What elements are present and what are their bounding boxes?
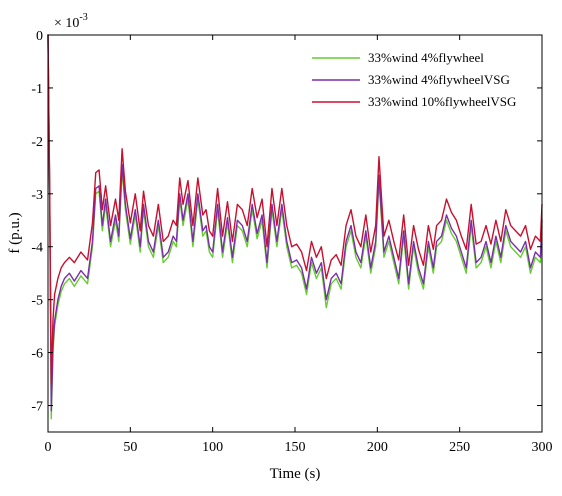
legend: 33%wind 4%flywheel 33%wind 4%flywheelVSG… (306, 42, 536, 116)
x-tick-label: 50 (123, 440, 137, 455)
series-line-2 (47, 34, 543, 412)
y-tick-label: -4 (31, 241, 43, 256)
series-line-3 (47, 34, 543, 386)
legend-entry-1: 33%wind 4%flywheel (312, 50, 484, 65)
y-axis-label: f (p.u.) (7, 212, 23, 253)
legend-entry-3: 33%wind 10%flywheelVSG (312, 94, 516, 109)
series-layer (47, 34, 543, 420)
y-tick-label: -3 (31, 188, 43, 203)
legend-text-2: 33%wind 4%flywheelVSG (368, 72, 510, 87)
y-axis: 0 -1 -2 -3 -4 -5 -6 -7 (31, 29, 542, 415)
y-tick-label: -7 (31, 400, 43, 415)
x-tick-label: 300 (532, 440, 553, 455)
legend-text-1: 33%wind 4%flywheel (368, 50, 484, 65)
y-exponent-power: -3 (79, 12, 87, 23)
y-tick-label: 0 (36, 29, 43, 44)
y-tick-label: -2 (31, 135, 43, 150)
y-tick-label: -6 (31, 347, 43, 362)
x-axis-label: Time (s) (270, 466, 321, 482)
legend-box (306, 42, 536, 116)
x-tick-label: 150 (285, 440, 306, 455)
y-tick-label: -1 (31, 82, 43, 97)
x-tick-label: 250 (449, 440, 470, 455)
x-tick-label: 0 (45, 440, 52, 455)
y-exponent-label: × 10-3 (54, 12, 88, 31)
x-tick-label: 200 (367, 440, 388, 455)
y-tick-label: -5 (31, 294, 43, 309)
x-tick-label: 100 (202, 440, 223, 455)
legend-text-3: 33%wind 10%flywheelVSG (368, 94, 516, 109)
x-axis: 0 50 100 150 200 250 300 (45, 35, 553, 455)
legend-entry-2: 33%wind 4%flywheelVSG (312, 72, 510, 87)
